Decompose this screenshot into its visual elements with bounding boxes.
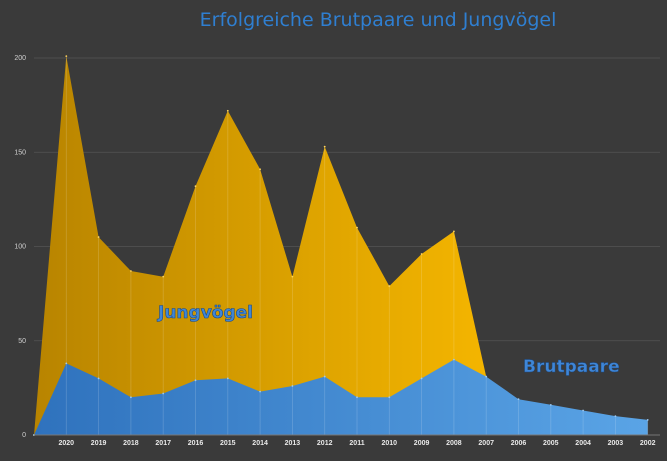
x-tick-label: 2012 [317, 440, 333, 447]
data-point-jungvoegel [291, 275, 294, 278]
data-point-brutpaare [388, 396, 391, 399]
x-tick-label: 2020 [59, 440, 75, 447]
data-point-jungvoegel [388, 285, 391, 287]
data-point-brutpaare [646, 419, 649, 421]
series-area-jungvoegel [34, 56, 487, 435]
data-point-brutpaare [130, 396, 132, 399]
y-tick-label: 50 [18, 338, 26, 345]
data-point-brutpaare [485, 375, 488, 378]
data-point-brutpaare [356, 396, 358, 399]
data-point-brutpaare [582, 409, 584, 412]
x-tick-label: 2019 [91, 440, 107, 447]
chart-title: Erfolgreiche Brutpaare und Jungvögel [200, 9, 557, 31]
x-tick-label: 2008 [446, 440, 462, 447]
data-point-brutpaare [453, 358, 455, 361]
data-point-brutpaare [162, 392, 165, 395]
data-point-brutpaare [420, 377, 423, 380]
x-tick-label: 2015 [220, 440, 236, 447]
series-label-jungvoegel: Jungvögel [157, 303, 253, 323]
data-point-jungvoegel [130, 270, 132, 272]
y-tick-label: 200 [14, 55, 26, 62]
x-tick-label: 2005 [543, 440, 559, 447]
series-area-brutpaare [34, 359, 648, 435]
plot-area [33, 55, 649, 436]
data-point-brutpaare [65, 362, 68, 365]
y-tick-label: 0 [22, 432, 26, 439]
x-tick-label: 2018 [123, 440, 139, 447]
x-tick-label: 2010 [382, 440, 398, 447]
data-point-jungvoegel [356, 226, 358, 229]
x-tick-label: 2007 [478, 440, 494, 447]
data-point-jungvoegel [453, 230, 455, 233]
x-tick-label: 2014 [252, 440, 268, 447]
x-tick-label: 2003 [608, 440, 624, 447]
data-point-brutpaare [259, 390, 261, 393]
x-tick-label: 2009 [414, 440, 430, 447]
x-tick-label: 2013 [285, 440, 301, 447]
data-point-brutpaare [97, 377, 100, 380]
data-point-brutpaare [226, 377, 229, 380]
data-point-brutpaare [323, 375, 326, 378]
y-tick-label: 100 [14, 244, 26, 251]
data-point-jungvoegel [65, 55, 68, 58]
x-tick-label: 2004 [575, 440, 591, 447]
series-labels: Jungvögel Brutpaare [157, 303, 620, 378]
data-point-jungvoegel [323, 145, 326, 148]
data-point-jungvoegel [259, 168, 261, 171]
data-point-brutpaare [517, 398, 520, 401]
data-point-jungvoegel [226, 109, 229, 112]
data-point-jungvoegel [194, 185, 197, 188]
data-point-brutpaare [549, 403, 552, 406]
x-tick-label: 2011 [349, 440, 364, 447]
y-axis: 0 50 100 150 200 [14, 55, 26, 439]
series-label-brutpaare: Brutpaare [523, 357, 620, 377]
x-tick-label: 2016 [188, 440, 204, 447]
data-point-jungvoegel [162, 275, 165, 278]
x-tick-label: 2002 [640, 440, 656, 447]
x-axis: 2020 2019 2018 2017 2016 2015 2014 2013 2012 2011… [34, 434, 660, 447]
x-tick-label: 2006 [511, 440, 527, 447]
data-point-jungvoegel [420, 253, 423, 255]
y-tick-label: 150 [14, 149, 26, 156]
data-point-brutpaare [194, 379, 197, 382]
data-point-brutpaare [291, 385, 294, 387]
x-tick-label: 2017 [155, 440, 171, 447]
data-point-brutpaare [614, 415, 617, 418]
data-point-jungvoegel [97, 236, 100, 238]
